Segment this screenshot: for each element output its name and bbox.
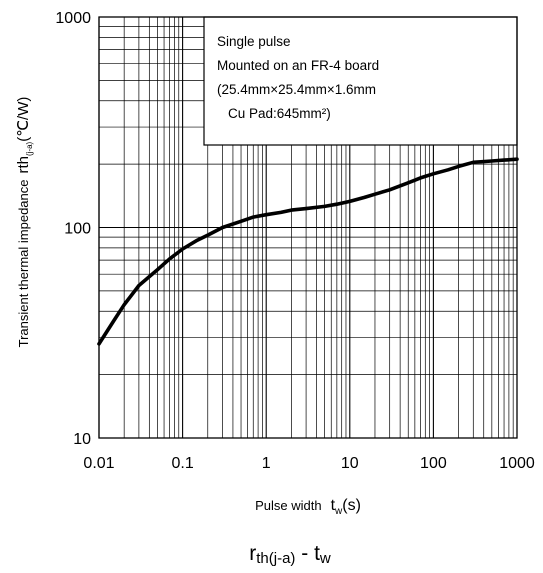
impedance-curve	[97, 157, 519, 346]
y-axis-title: Transient thermal impedancerth(j-a)(℃/W)	[15, 97, 34, 348]
annotation-box-frame	[203, 16, 518, 146]
annotation-line-1: Single pulse	[217, 34, 291, 49]
x-axis-title: Pulse width tw(s)	[255, 497, 361, 517]
annotation-line-2: Mounted on an FR-4 board	[217, 58, 379, 73]
x-tick-label: 1	[262, 455, 271, 472]
annotation-line-4: Cu Pad:645mm²)	[228, 106, 331, 121]
x-tick-label: 0.01	[83, 455, 114, 472]
plot-frame	[98, 16, 518, 439]
x-tick-label: 10	[341, 455, 359, 472]
y-tick-label: 10	[73, 431, 91, 448]
annotation-box: Single pulse Mounted on an FR-4 board (2…	[203, 16, 518, 146]
x-tick-label: 0.1	[171, 455, 193, 472]
y-tick-label: 1000	[55, 10, 91, 27]
y-tick-label: 100	[64, 221, 91, 238]
x-tick-label: 100	[420, 455, 447, 472]
chart-caption: rth(j-a) - tw	[249, 542, 331, 567]
x-tick-label: 1000	[499, 455, 535, 472]
annotation-line-3: (25.4mm×25.4mm×1.6mm	[217, 82, 376, 97]
